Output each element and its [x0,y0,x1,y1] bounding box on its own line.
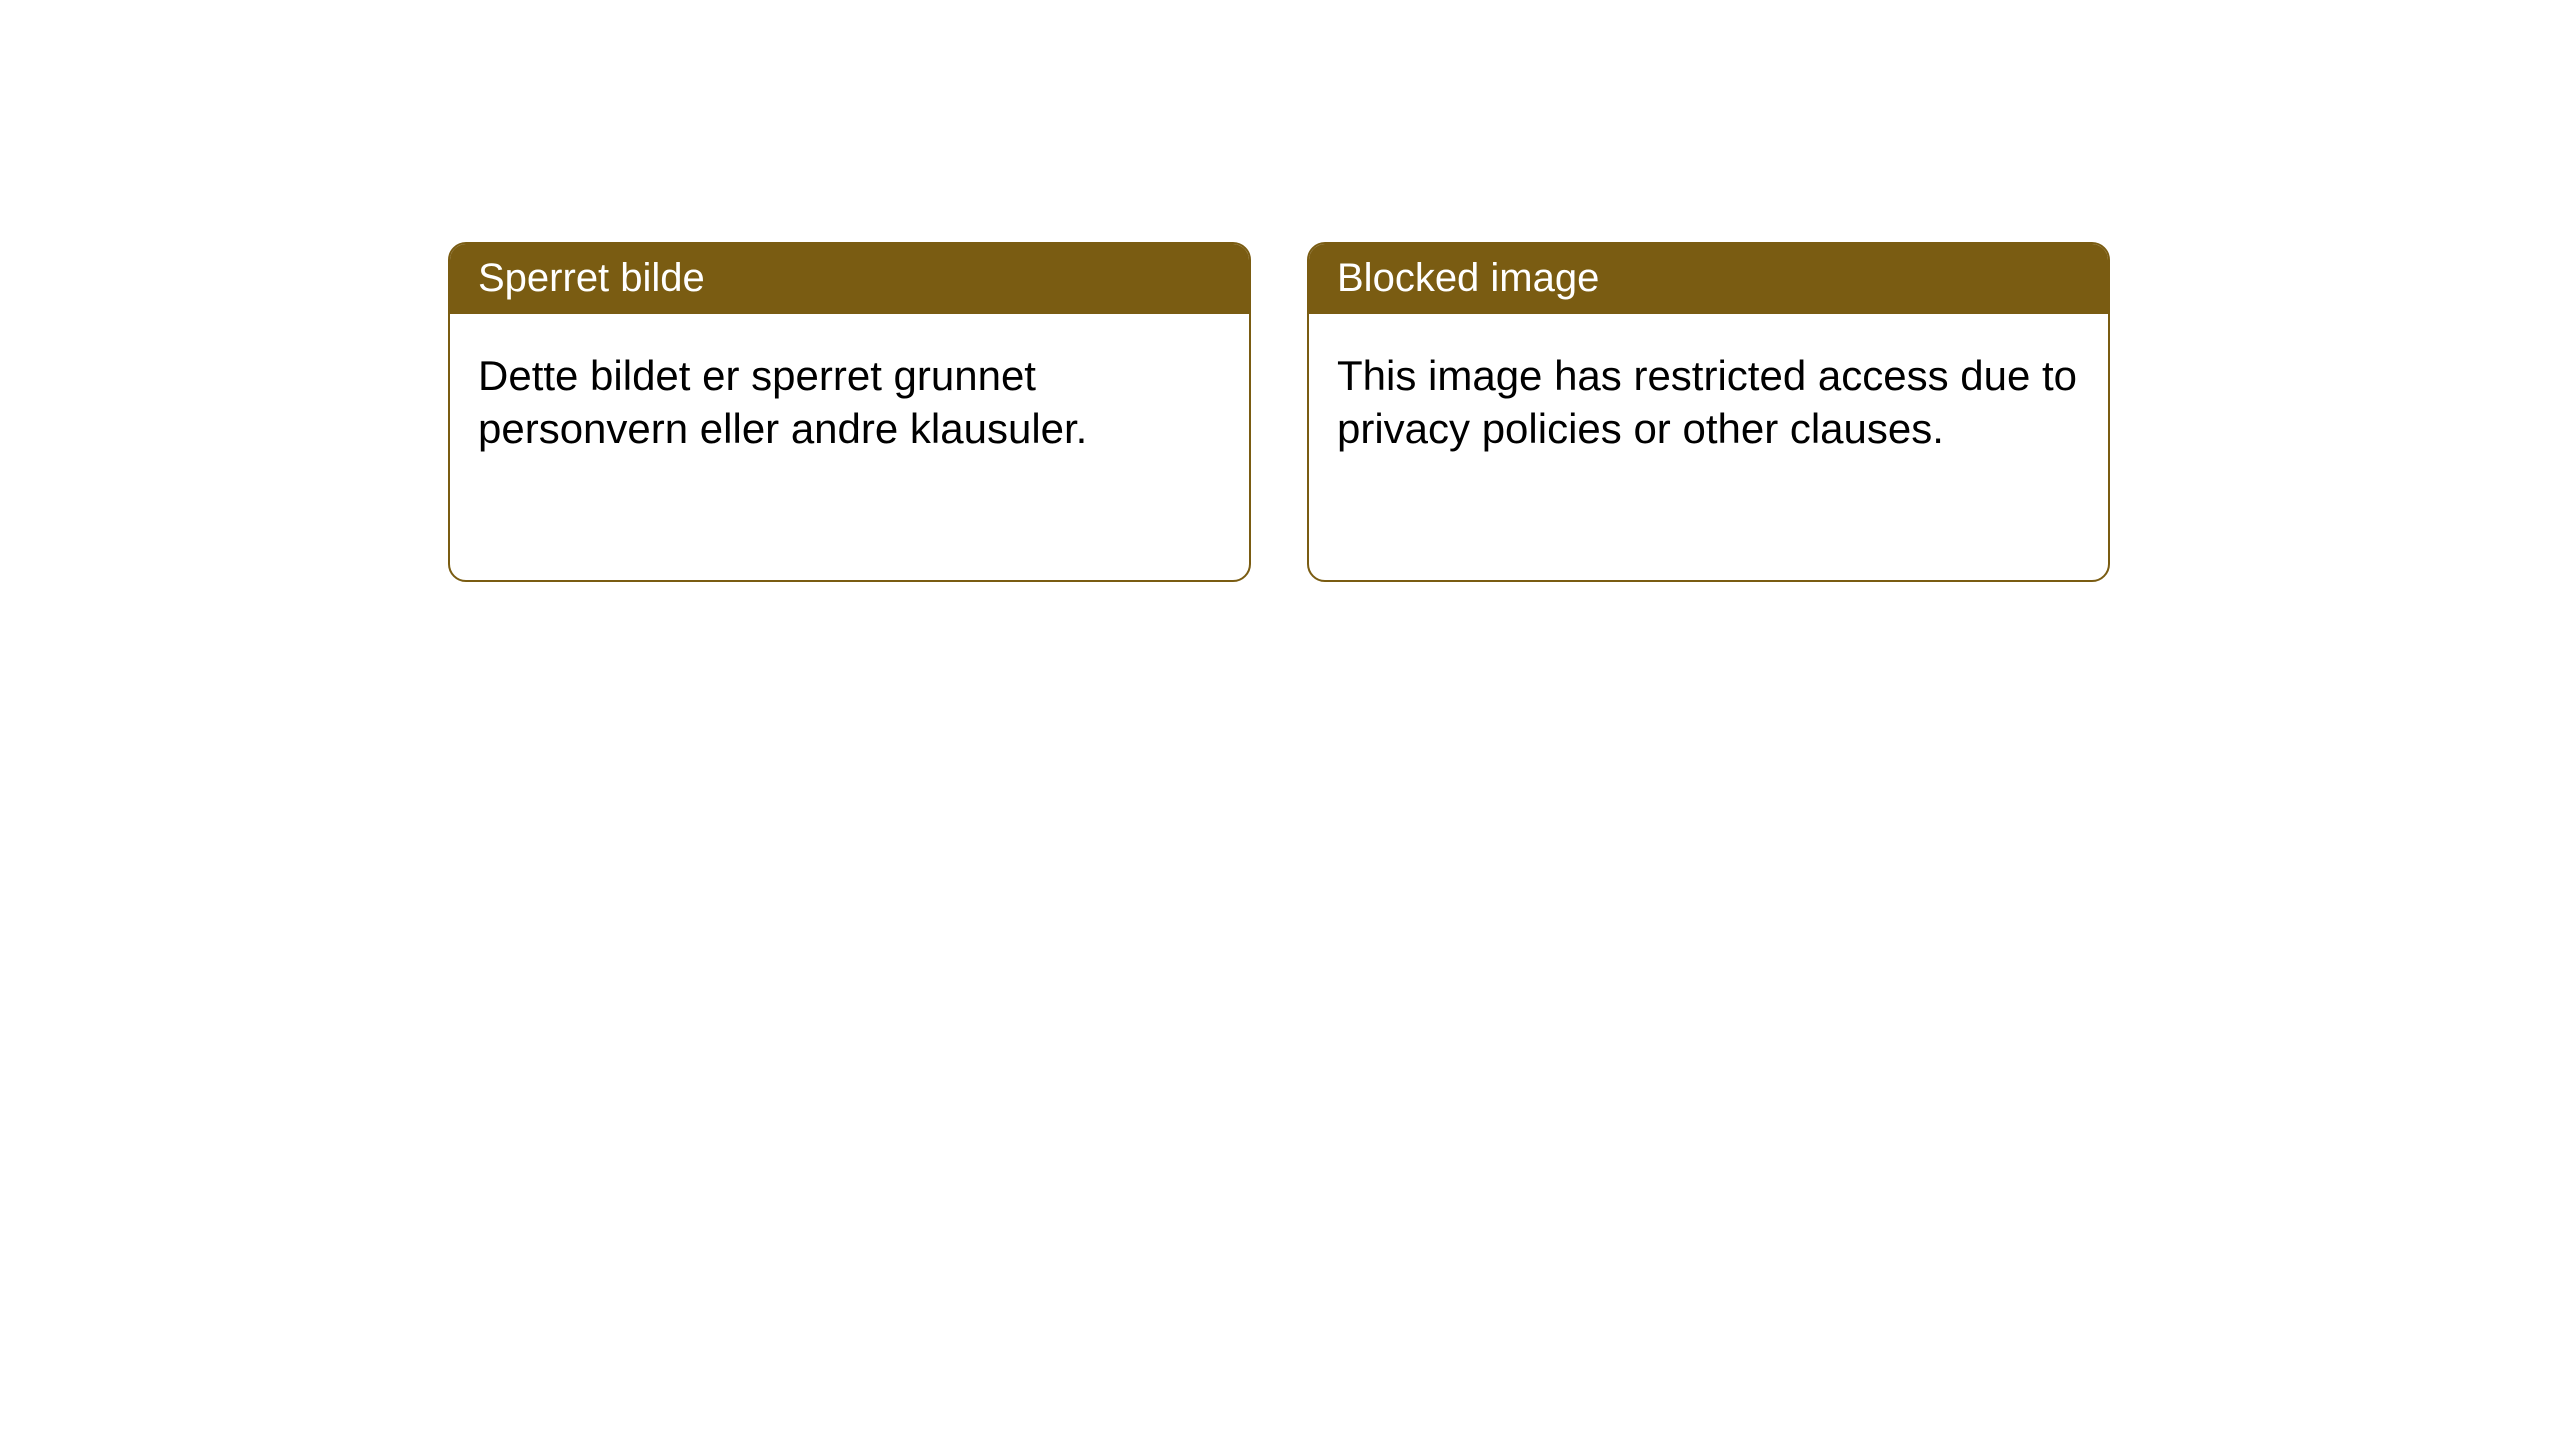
notice-header: Sperret bilde [450,244,1249,314]
notice-body: Dette bildet er sperret grunnet personve… [450,314,1249,487]
notice-header: Blocked image [1309,244,2108,314]
notice-message: This image has restricted access due to … [1337,352,2077,452]
notice-card-english: Blocked image This image has restricted … [1307,242,2110,582]
notice-card-norwegian: Sperret bilde Dette bildet er sperret gr… [448,242,1251,582]
notice-container: Sperret bilde Dette bildet er sperret gr… [448,242,2110,582]
notice-body: This image has restricted access due to … [1309,314,2108,487]
notice-title: Blocked image [1337,256,1599,300]
notice-message: Dette bildet er sperret grunnet personve… [478,352,1087,452]
notice-title: Sperret bilde [478,256,705,300]
